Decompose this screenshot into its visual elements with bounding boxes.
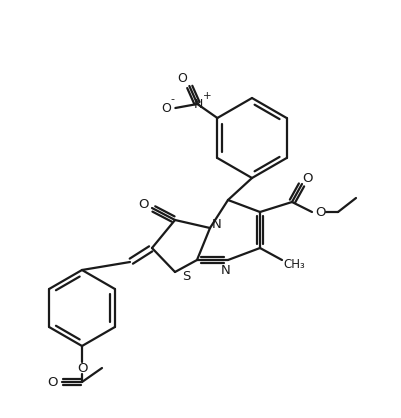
Text: O: O — [138, 197, 149, 211]
Text: N: N — [221, 265, 230, 278]
Text: O: O — [161, 102, 171, 115]
Text: O: O — [315, 206, 326, 219]
Text: +: + — [203, 91, 211, 101]
Text: S: S — [181, 270, 190, 283]
Text: -: - — [170, 94, 174, 104]
Text: O: O — [177, 72, 187, 86]
Text: O: O — [302, 173, 312, 186]
Text: CH₃: CH₃ — [282, 257, 304, 270]
Text: N: N — [212, 217, 221, 230]
Text: N: N — [193, 99, 203, 112]
Text: O: O — [77, 362, 88, 375]
Text: O: O — [48, 377, 58, 390]
